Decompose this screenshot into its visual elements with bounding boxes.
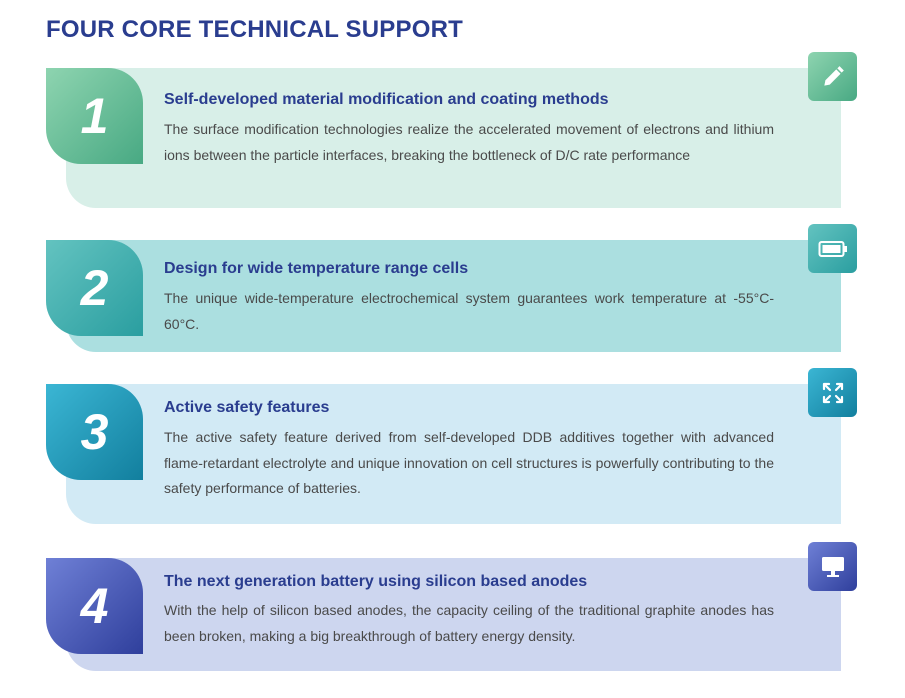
card-number-badge: 3 bbox=[46, 384, 143, 480]
card-title: Active safety features bbox=[164, 399, 330, 416]
support-card-2: 2 Design for wide temperature range cell… bbox=[46, 224, 857, 352]
support-card-3: 3 Active safety features The active safe… bbox=[46, 368, 857, 524]
card-background bbox=[66, 384, 841, 524]
card-title: Design for wide temperature range cells bbox=[164, 260, 469, 277]
monitor-icon bbox=[808, 542, 857, 591]
support-card-1: 1 Self-developed material modification a… bbox=[46, 52, 857, 208]
card-text: With the help of silicon based anodes, t… bbox=[164, 602, 774, 644]
card-background bbox=[66, 558, 841, 671]
card-number-badge: 2 bbox=[46, 240, 143, 336]
card-text: The active safety feature derived from s… bbox=[164, 429, 774, 496]
card-text: The unique wide-temperature electrochemi… bbox=[164, 290, 774, 332]
page-title: FOUR CORE TECHNICAL SUPPORT bbox=[46, 16, 463, 43]
card-background bbox=[66, 240, 841, 352]
expand-icon bbox=[808, 368, 857, 417]
card-number-badge: 4 bbox=[46, 558, 143, 654]
pencil-icon bbox=[808, 52, 857, 101]
battery-icon bbox=[808, 224, 857, 273]
card-background bbox=[66, 68, 841, 208]
card-text: The surface modification technologies re… bbox=[164, 121, 774, 163]
card-title: Self-developed material modification and… bbox=[164, 91, 609, 108]
support-card-4: 4 The next generation battery using sili… bbox=[46, 542, 857, 671]
card-title: The next generation battery using silico… bbox=[164, 573, 588, 590]
card-number-badge: 1 bbox=[46, 68, 143, 164]
